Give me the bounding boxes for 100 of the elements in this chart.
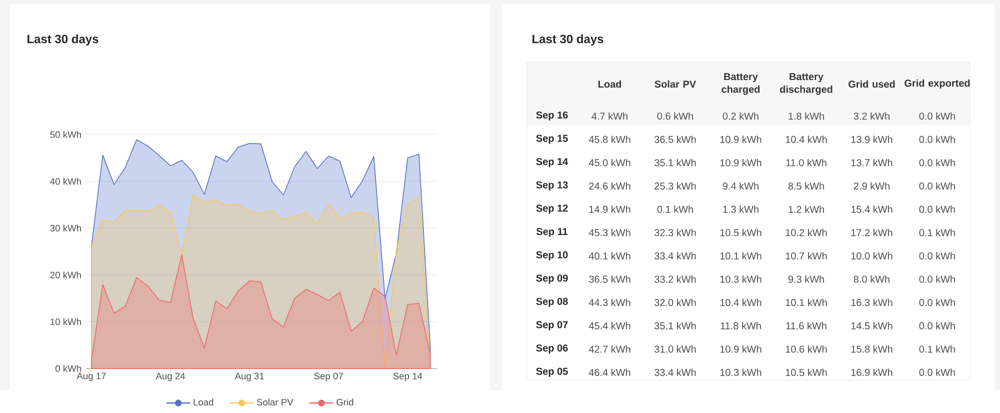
text: 0.1 kWh [919, 345, 955, 353]
x-tick-label: Aug 31 [234, 372, 264, 382]
text: Sep 09 [536, 274, 568, 284]
text: Solar PV [654, 80, 696, 88]
text: 8.0 kWh [854, 276, 890, 283]
chart-title: Last 30 days [28, 34, 98, 46]
text: Battery discharged [780, 73, 832, 95]
text: Sep 05 [536, 368, 568, 377]
text: Battery charged [722, 73, 760, 95]
y-tick-label: 50 kWh [50, 131, 81, 138]
text: 35.1 kWh [654, 159, 696, 166]
text: 46.4 kWh [588, 368, 630, 376]
text: Sep 12 [536, 204, 568, 214]
text: 0.1 kWh [657, 206, 693, 214]
text: 15.4 kWh [851, 206, 892, 214]
x-tick-label: Aug 17 [76, 372, 106, 382]
legend-label: Grid [336, 398, 354, 406]
text: 32.0 kWh [654, 298, 696, 306]
text: 9.3 kWh [788, 276, 824, 283]
text: 15.8 kWh [851, 345, 892, 353]
text: 0.0 kWh [919, 276, 955, 283]
text: Last 30 days [532, 34, 604, 46]
text: 45.0 kWh [588, 159, 630, 166]
text: 1.2 kWh [788, 206, 824, 213]
text: 0.0 kWh [919, 322, 955, 330]
text: 36.5 kWh [654, 136, 696, 144]
text: Grid exported [904, 79, 970, 89]
text: Sep 11 [536, 228, 568, 238]
text: 10.3 kWh [720, 368, 762, 376]
text: 42.7 kWh [588, 346, 630, 353]
text: 0.1 kWh [919, 228, 955, 236]
text: 9.4 kWh [722, 182, 758, 190]
text: 10.5 kWh [786, 368, 827, 376]
text: 16.3 kWh [851, 298, 892, 306]
x-tick-label: Sep 14 [393, 372, 422, 382]
text: 0.6 kWh [657, 112, 693, 120]
text: 10.4 kWh [720, 298, 762, 306]
text: Grid used [848, 80, 895, 88]
text: 0.0 kWh [919, 182, 955, 190]
text: 14.9 kWh [589, 206, 630, 214]
text: 0.0 kWh [919, 206, 955, 214]
text: Sep 10 [536, 251, 568, 260]
text: 10.9 kWh [720, 136, 762, 144]
text: 11.0 kWh [786, 159, 826, 166]
text: 10.9 kWh [720, 159, 762, 166]
text: 8.5 kWh [788, 182, 824, 190]
text: 45.8 kWh [588, 136, 630, 144]
text: Load [598, 80, 622, 88]
y-tick-label: 40 kWh [50, 178, 81, 185]
text: Sep 14 [536, 158, 568, 168]
legend-label: Solar PV [256, 398, 294, 406]
text: 36.5 kWh [589, 276, 630, 283]
text: 10.6 kWh [786, 345, 827, 353]
text: 10.9 kWh [720, 345, 762, 353]
text: 0.0 kWh [919, 368, 955, 376]
text: 1.3 kWh [723, 206, 758, 214]
text: 17.2 kWh [851, 229, 892, 236]
text: 0.0 kWh [919, 136, 955, 144]
text: 3.2 kWh [854, 112, 890, 120]
text: 14.5 kWh [851, 322, 892, 330]
legend-label: Load [194, 398, 214, 406]
text: 10.1 kWh [720, 252, 762, 260]
text: 10.5 kWh [720, 228, 762, 236]
text: 0.0 kWh [919, 298, 955, 306]
text: 10.1 kWh [786, 298, 827, 306]
text: 1.8 kWh [788, 112, 824, 120]
y-tick-label: 30 kWh [50, 224, 81, 232]
text: 33.2 kWh [654, 276, 696, 283]
text: 40.1 kWh [588, 252, 630, 260]
text: 0.0 kWh [919, 159, 955, 166]
text: 11.6 kWh [786, 322, 826, 330]
text: 32.3 kWh [654, 228, 696, 236]
y-tick-label: 10 kWh [50, 318, 81, 326]
text: 10.7 kWh [786, 252, 827, 260]
text: Sep 07 [536, 321, 568, 330]
text: Sep 08 [536, 298, 568, 308]
x-tick-label: Aug 24 [156, 372, 186, 382]
text: 33.4 kWh [654, 252, 696, 260]
text: Sep 06 [536, 344, 568, 354]
text: 16.9 kWh [851, 368, 892, 376]
y-tick-label: 0 kWh [55, 365, 81, 372]
text: 0.2 kWh [722, 112, 758, 120]
text: 13.9 kWh [851, 136, 892, 144]
text: 0.0 kWh [919, 252, 955, 260]
text: Sep 15 [536, 134, 568, 144]
text: 35.1 kWh [654, 322, 696, 330]
text: 4.7 kWh [592, 112, 628, 120]
text: 44.3 kWh [588, 298, 630, 306]
text: Sep 13 [536, 181, 568, 191]
text: 0.0 kWh [919, 112, 955, 120]
text: 25.3 kWh [654, 182, 696, 190]
text: 10.4 kWh [786, 136, 827, 144]
text: 10.3 kWh [720, 276, 762, 283]
y-tick-label: 20 kWh [50, 272, 81, 278]
text: 24.6 kWh [589, 182, 630, 190]
text: Sep 16 [536, 112, 568, 121]
x-tick-label: Sep 07 [314, 372, 343, 382]
text: 10.0 kWh [851, 252, 892, 260]
text: 10.2 kWh [786, 228, 827, 236]
text: 45.4 kWh [588, 322, 630, 330]
